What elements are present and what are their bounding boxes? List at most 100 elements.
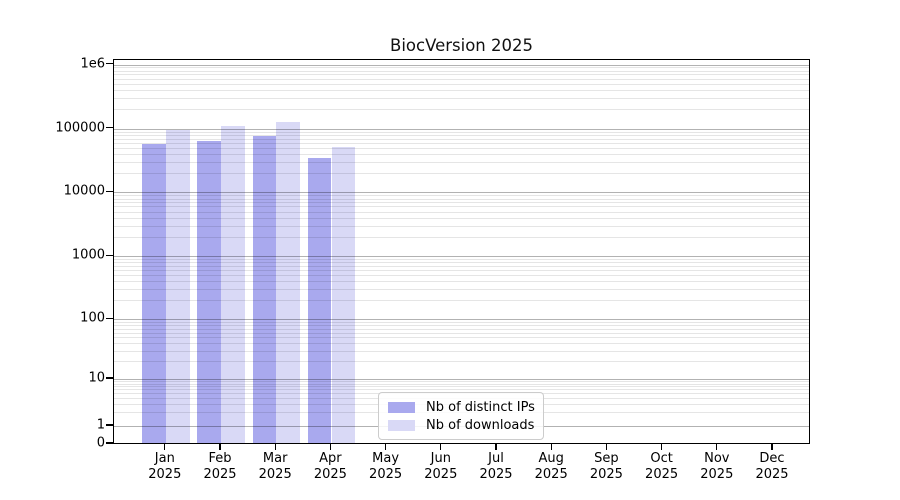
gridline-minor [114,142,809,144]
x-tick-month: Feb [208,451,232,466]
gridline-minor [114,109,809,111]
x-axis-tick-mark [771,443,773,450]
y-axis-tick-mark [106,377,113,379]
x-tick-month: Nov [704,451,730,466]
legend-label-distinct-ips: Nb of distinct IPs [426,399,535,415]
bar-nb-of-distinct-ips-jan-2025 [142,144,166,443]
x-axis-tick-label: Sep 2025 [571,451,641,483]
gridline-minor [114,78,809,80]
x-axis-tick-label: Dec 2025 [737,451,807,483]
y-axis-tick-label: 1 [96,417,105,433]
x-tick-year: 2025 [479,467,513,482]
gridline-minor [114,70,809,72]
x-tick-month: May [372,451,400,466]
bar-nb-of-distinct-ips-mar-2025 [252,136,276,443]
x-tick-month: Oct [650,451,673,466]
bar-nb-of-downloads-apr-2025 [331,146,356,443]
gridline-minor [114,173,809,175]
gridline-major [114,192,809,194]
x-tick-month: Mar [262,451,288,466]
y-axis-tick-mark [106,317,113,319]
gridline-minor [114,154,809,155]
gridline-minor [114,270,809,272]
gridline-minor [114,237,809,239]
x-axis-tick-mark [384,443,387,450]
gridline-minor [114,138,809,140]
gridline-minor [114,262,809,264]
x-axis-tick-label: Aug 2025 [516,451,586,483]
x-tick-month: Jul [488,451,504,466]
legend: Nb of distinct IPs Nb of downloads [378,392,544,440]
x-tick-month: Aug [538,451,564,466]
x-tick-year: 2025 [700,467,734,482]
gridline-major [114,319,809,321]
x-tick-year: 2025 [589,467,623,482]
gridline-minor [114,67,809,69]
x-axis-tick-label: Mar 2025 [240,451,310,483]
x-axis-tick-label: Jun 2025 [406,451,476,483]
x-axis-tick-label: Nov 2025 [682,451,752,483]
gridline-minor [114,361,809,363]
x-axis-tick-mark [329,443,332,450]
gridline-minor [114,259,809,261]
x-tick-year: 2025 [755,467,789,482]
gridline-minor [114,211,809,213]
y-axis-tick-mark [106,254,113,256]
plot-area [113,59,810,444]
y-axis-tick-label: 100 [80,310,105,326]
y-axis-tick-label: 0 [96,435,105,451]
gridline-minor [114,161,809,163]
gridline-minor [114,134,809,136]
y-axis-tick-label: 1000 [71,247,105,263]
y-axis-tick-label: 100000 [55,120,105,136]
legend-swatch-distinct-ips [388,401,415,413]
x-tick-month: Apr [319,451,342,466]
gridline-minor [114,195,809,197]
bar-nb-of-downloads-mar-2025 [276,121,300,443]
bar-nb-of-downloads-jan-2025 [166,129,190,443]
gridline-minor [114,74,809,76]
gridline-minor [114,386,809,388]
gridline-minor [114,98,809,100]
x-tick-month: Sep [594,451,619,466]
x-axis-tick-mark [440,443,442,450]
gridline-minor [114,300,809,302]
gridline-minor [114,337,809,339]
bar-nb-of-distinct-ips-apr-2025 [307,158,332,443]
gridline-minor [114,198,809,200]
gridline-minor [114,90,809,92]
gridline-minor [114,147,809,149]
y-axis-tick-mark [106,442,113,444]
legend-entry-downloads: Nb of downloads [388,416,534,434]
x-axis-tick-mark [495,443,497,450]
gridline-minor [114,266,809,268]
gridline-major [114,128,809,130]
x-tick-year: 2025 [534,467,568,482]
legend-label-downloads: Nb of downloads [426,417,535,433]
y-axis-tick-label: 10000 [63,183,105,199]
y-axis-tick-label: 10 [88,370,105,386]
x-tick-year: 2025 [203,467,237,482]
x-tick-year: 2025 [369,467,403,482]
x-tick-month: Jan [154,451,175,466]
gridline-minor [114,217,809,219]
gridline-minor [114,281,809,283]
x-tick-year: 2025 [148,467,182,482]
x-axis-tick-label: Apr 2025 [295,451,365,483]
gridline-minor [114,202,809,204]
gridline-minor [114,325,809,327]
gridline-major [114,64,809,66]
legend-entry-distinct-ips: Nb of distinct IPs [388,398,535,416]
gridline-minor [114,343,809,345]
gridline-minor [114,275,809,277]
x-axis-tick-mark [716,443,718,450]
gridline-minor [114,328,809,330]
bar-nb-of-distinct-ips-feb-2025 [197,140,221,443]
gridline-major [114,379,809,380]
x-tick-year: 2025 [645,467,679,482]
gridline-minor [114,131,809,133]
y-axis-tick-mark [106,190,113,192]
x-axis-tick-label: Jul 2025 [461,451,531,483]
y-axis-tick-mark [106,127,113,129]
